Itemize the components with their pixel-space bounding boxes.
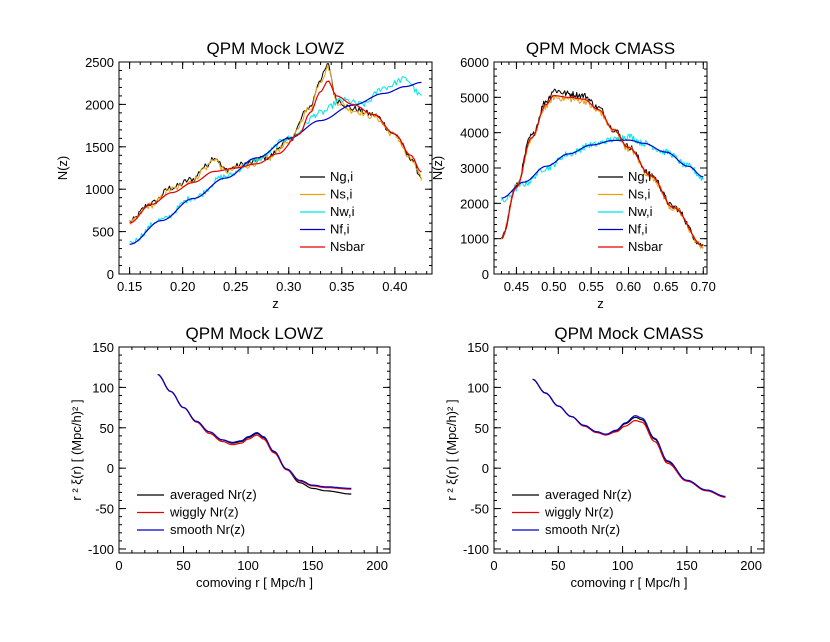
- y-tick-label: 2000: [460, 196, 489, 211]
- y-tick-label: 2000: [85, 97, 114, 112]
- legend-label: Nf,i: [330, 222, 350, 237]
- x-tick-label: 150: [302, 558, 324, 573]
- x-axis-label: z: [272, 296, 279, 311]
- y-tick-label: 0: [107, 461, 114, 476]
- x-tick-label: 0.40: [382, 279, 407, 294]
- x-tick-label: 0.60: [616, 279, 641, 294]
- y-tick-label: -100: [463, 542, 489, 557]
- legend-label: Ng,i: [330, 169, 353, 184]
- y-tick-label: -100: [88, 542, 114, 557]
- y-tick-label: 50: [100, 421, 114, 436]
- legend-label: wiggly Nr(z): [169, 505, 239, 520]
- legend-label: smooth Nr(z): [170, 522, 245, 537]
- x-tick-label: 150: [676, 558, 698, 573]
- legend-label: Nw,i: [330, 204, 355, 219]
- x-axis-label: comoving r [ Mpc/h ]: [196, 575, 313, 590]
- x-tick-label: 200: [366, 558, 388, 573]
- panel-lowz-xi: 0 50 100 150 200 -100 -50 0 50 100 150 QPM Mock LOW…: [69, 324, 391, 590]
- series-line-1-3: [501, 139, 704, 199]
- x-axis-label: z: [597, 296, 604, 311]
- y-tick-label: 1500: [85, 140, 114, 155]
- legend-label: Nw,i: [628, 204, 653, 219]
- chart-title: QPM Mock CMASS: [554, 324, 703, 343]
- x-tick-label: 0.70: [691, 279, 716, 294]
- x-tick-label: 0: [115, 558, 122, 573]
- x-tick-label: 0.50: [541, 279, 566, 294]
- y-tick-label: 150: [467, 340, 489, 355]
- y-tick-label: 5000: [460, 90, 489, 105]
- plot-frame: [493, 346, 765, 554]
- y-tick-label: 100: [92, 380, 114, 395]
- x-tick-label: 0.35: [329, 279, 354, 294]
- series-line-3-2: [532, 378, 726, 498]
- x-tick-label: 0.30: [276, 279, 301, 294]
- x-tick-label: 50: [551, 558, 565, 573]
- y-tick-label: 2500: [85, 55, 114, 70]
- x-tick-label: 0: [490, 558, 497, 573]
- y-tick-label: 1000: [460, 232, 489, 247]
- legend-label: averaged Nr(z): [170, 487, 257, 502]
- legend-label: Ns,i: [330, 187, 353, 202]
- chart-title: QPM Mock LOWZ: [186, 324, 324, 343]
- legend-label: wiggly Nr(z): [544, 505, 614, 520]
- y-tick-label: 500: [92, 225, 114, 240]
- legend-label: Nf,i: [628, 222, 648, 237]
- x-axis-label: comoving r [ Mpc/h ]: [570, 575, 687, 590]
- legend-label: averaged Nr(z): [545, 487, 632, 502]
- legend-label: Nsbar: [628, 239, 663, 254]
- series-line-2-0: [157, 373, 352, 495]
- series-line-0-0: [129, 63, 422, 223]
- series-line-0-2: [129, 76, 422, 245]
- x-tick-label: 0.20: [170, 279, 195, 294]
- plot-frame: [493, 61, 708, 275]
- y-tick-label: 1000: [85, 182, 114, 197]
- y-axis-label: N(z): [55, 156, 70, 181]
- y-axis-label: N(z): [430, 156, 445, 181]
- x-tick-label: 200: [740, 558, 762, 573]
- panel-lowz-nz: 0.15 0.20 0.25 0.30 0.35 0.40 0 500 1000 1500 2000…: [55, 39, 433, 311]
- series-line-3-1: [532, 378, 726, 498]
- y-tick-label: -50: [470, 502, 489, 517]
- x-tick-label: 0.65: [653, 279, 678, 294]
- x-tick-label: 0.45: [504, 279, 529, 294]
- x-tick-label: 0.15: [117, 279, 142, 294]
- series-line-0-4: [129, 80, 422, 224]
- y-tick-label: 150: [92, 340, 114, 355]
- y-axis-label: r ² ξ(r) [ (Mpc/h)² ]: [444, 399, 459, 500]
- series-line-1-1: [501, 94, 704, 249]
- x-tick-label: 100: [237, 558, 259, 573]
- y-tick-label: 100: [467, 380, 489, 395]
- y-tick-label: 3000: [460, 161, 489, 176]
- y-tick-label: 4000: [460, 126, 489, 141]
- y-tick-label: -50: [95, 502, 114, 517]
- plot-frame: [118, 346, 391, 554]
- series-line-2-1: [157, 373, 352, 490]
- series-line-0-3: [129, 81, 422, 245]
- legend-label: Ng,i: [628, 169, 651, 184]
- panel-cmass-nz: 0.45 0.50 0.55 0.60 0.65 0.70 0 1000 2000 3000 400…: [430, 39, 716, 311]
- legend-label: Ns,i: [628, 187, 651, 202]
- x-tick-label: 100: [612, 558, 634, 573]
- x-tick-label: 0.55: [579, 279, 604, 294]
- panel-cmass-xi: 0 50 100 150 200 -100 -50 0 50 100 150 QPM Mock CMA…: [444, 324, 765, 590]
- chart-title: QPM Mock LOWZ: [207, 39, 345, 58]
- y-tick-label: 0: [107, 267, 114, 282]
- chart-title: QPM Mock CMASS: [526, 39, 675, 58]
- series-line-1-2: [501, 133, 704, 203]
- series-line-3-0: [532, 378, 726, 498]
- y-tick-label: 6000: [460, 55, 489, 70]
- y-tick-label: 0: [482, 461, 489, 476]
- y-tick-label: 0: [482, 267, 489, 282]
- legend-label: smooth Nr(z): [545, 522, 620, 537]
- plot-frame: [118, 61, 433, 275]
- x-tick-label: 0.25: [223, 279, 248, 294]
- y-axis-label: r ² ξ(r) [ (Mpc/h)² ]: [69, 399, 84, 500]
- series-line-2-2: [157, 373, 352, 489]
- legend-label: Nsbar: [330, 239, 365, 254]
- y-tick-label: 50: [475, 421, 489, 436]
- series-line-1-4: [501, 94, 704, 247]
- x-tick-label: 50: [176, 558, 190, 573]
